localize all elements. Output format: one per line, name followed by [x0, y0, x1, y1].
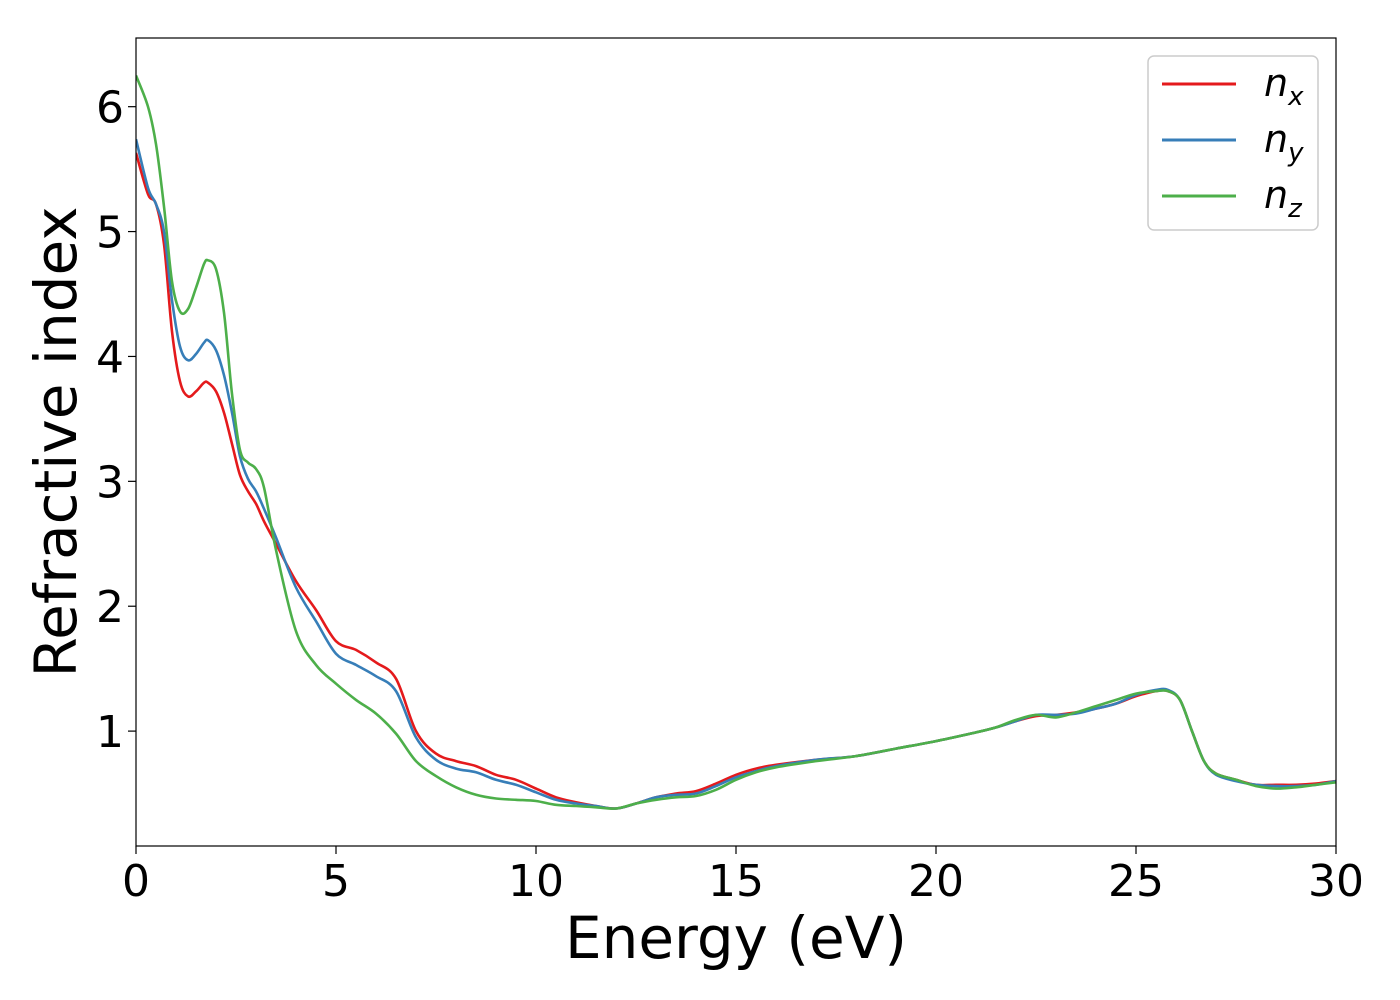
x-tick-label: 20	[908, 856, 964, 907]
series-line-x	[136, 152, 1336, 810]
legend-label-x: nx	[1264, 61, 1304, 112]
series-line-z	[136, 75, 1336, 810]
x-tick-label: 10	[508, 856, 564, 907]
x-axis-title: Energy (eV)	[565, 904, 907, 972]
y-tick-label: 5	[96, 208, 124, 259]
y-tick-label: 2	[96, 582, 124, 633]
y-tick-label: 6	[96, 83, 124, 134]
x-tick-label: 25	[1108, 856, 1164, 907]
y-tick-label: 4	[96, 332, 124, 383]
x-tick-label: 0	[122, 856, 150, 907]
x-axis: 0 5 10 15 20 25 30	[122, 846, 1364, 907]
legend-label-y: ny	[1264, 117, 1304, 168]
x-tick-label: 30	[1308, 856, 1364, 907]
series-line-y	[136, 138, 1336, 810]
series-layer	[136, 75, 1336, 810]
x-tick-label: 15	[708, 856, 764, 907]
legend-label-z: nz	[1264, 173, 1303, 224]
legend-box	[1147, 55, 1319, 231]
x-tick-label: 5	[322, 856, 350, 907]
y-axis: 1 2 3 4 5 6	[96, 83, 136, 758]
y-tick-label: 3	[96, 457, 124, 508]
y-tick-label: 1	[96, 707, 124, 758]
y-axis-title: Refractive index	[22, 206, 90, 677]
